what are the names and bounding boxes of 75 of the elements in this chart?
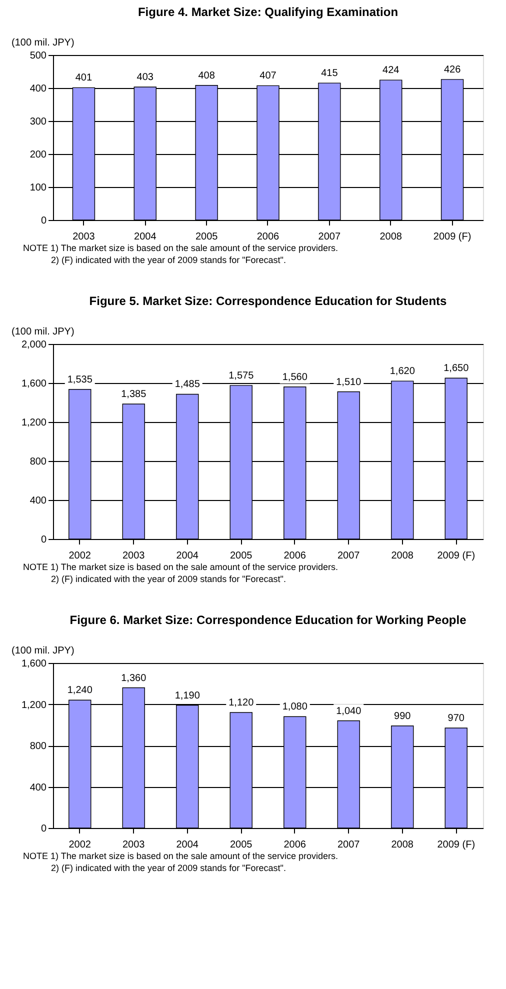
y-tick-label: 1,200 [21,418,47,428]
text: 2) (F) indicated with the year of 2009 stands for "Forecast". [51,863,286,873]
x-tick-label: 2006 [256,232,280,242]
data-label: 1,575 [228,370,254,382]
data-label: 407 [260,70,277,82]
y-tick-label: 300 [30,116,47,128]
y-tick-label: 800 [30,456,47,468]
data-label: 424 [382,65,400,76]
y-tick-label: 0 [40,534,47,546]
y-tick-label: 1,200 [21,700,47,711]
chart-title: Figure 6. Market Size: Correspondence Education for Working People [70,613,467,627]
data-label: 1,040 [336,706,362,717]
data-label: 401 [75,72,92,84]
x-tick-label: 2008 [380,232,402,242]
x-tick-label: 2002 [68,840,92,850]
x-tick-label: 2006 [284,840,306,850]
x-tick-label: 2006 [284,550,306,562]
data-label: 1,560 [282,372,308,383]
data-label: 1,080 [282,702,308,713]
x-tick-label: 2008 [391,840,414,850]
data-label: 990 [394,710,412,722]
x-tick-label: 2003 [122,840,146,850]
y-tick-label: 200 [30,150,47,160]
x-tick-label: 2007 [318,232,341,242]
chart-title: Figure 4. Market Size: Qualifying Examination [138,5,398,19]
y-tick-label: 0 [40,216,47,226]
data-label: 1,385 [121,388,147,400]
x-tick-label: 2003 [72,232,96,242]
data-label: 970 [448,712,465,724]
x-tick-label: 2005 [230,840,253,850]
data-label: 1,485 [174,379,200,390]
y-tick-label: 800 [30,741,47,752]
data-label: 1,190 [174,690,200,702]
y-tick-label: 1,600 [21,658,47,670]
y-tick-label: 400 [30,496,47,506]
data-label: 1,360 [121,672,147,684]
y-tick-label: 500 [30,50,47,62]
data-label: 1,120 [228,698,254,708]
text: 2) (F) indicated with the year of 2009 stands for "Forecast". [51,574,286,584]
y-axis-title: (100 mil. JPY) [12,326,74,338]
y-tick-label: 1,600 [21,378,47,390]
x-tick-label: 2005 [230,550,253,562]
x-tick-label: 2004 [176,550,199,562]
data-label: 415 [321,68,338,80]
x-tick-label: 2009 (F) [433,232,472,242]
text: 2) (F) indicated with the year of 2009 stands for "Forecast". [51,255,286,265]
y-axis-title: (100 mil. JPY) [12,38,74,48]
data-label: 403 [136,72,154,84]
x-tick-label: 2003 [122,550,146,562]
text: NOTE 1) The market size is based on the sale amount of the service providers. [23,243,338,253]
chart-title: Figure 5. Market Size: Correspondence Education for Students [89,294,448,308]
text: NOTE 1) The market size is based on the sale amount of the service providers. [23,562,338,572]
y-tick-label: 400 [30,84,47,94]
x-tick-label: 2004 [176,840,199,850]
x-tick-label: 2008 [391,550,414,562]
y-tick-label: 0 [40,824,47,834]
y-tick-label: 400 [30,782,47,794]
x-tick-label: 2002 [68,550,92,562]
text: NOTE 1) The market size is based on the sale amount of the service providers. [23,851,338,861]
x-tick-label: 2007 [338,840,360,850]
data-label: 1,510 [336,376,362,388]
x-tick-label: 2005 [195,232,218,242]
data-label: 426 [444,64,462,76]
data-label: 408 [198,70,216,82]
x-tick-label: 2004 [134,232,157,242]
y-axis-title: (100 mil. JPY) [12,646,74,656]
x-tick-label: 2009 (F) [437,550,476,562]
y-tick-label: 2,000 [21,340,47,350]
data-label: 1,650 [444,363,470,374]
x-tick-label: 2007 [338,550,360,562]
data-label: 1,620 [390,366,416,378]
y-tick-label: 100 [30,182,47,194]
data-label: 1,240 [67,685,93,696]
x-tick-label: 2009 (F) [437,840,476,850]
data-label: 1,535 [67,374,93,386]
